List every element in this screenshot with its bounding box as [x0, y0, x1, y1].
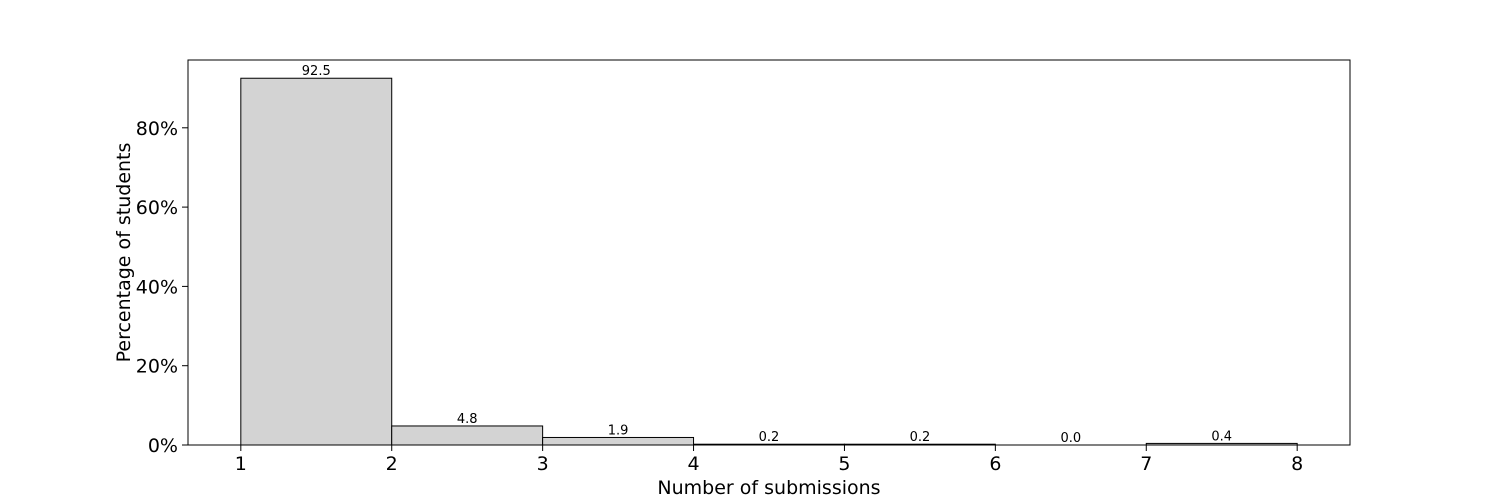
x-tick-label: 5: [838, 453, 850, 475]
bar-value-label-1: 92.5: [302, 64, 331, 79]
x-tick-label: 3: [537, 453, 549, 475]
x-tick-label: 4: [687, 453, 699, 475]
bar-value-label-5: 0.2: [910, 430, 931, 445]
y-tick-label: 20%: [136, 356, 178, 378]
data-labels-group: 92.5 4.8 1.9 0.2 0.2 0.0 0.4: [302, 64, 1232, 446]
x-axis-title: Number of submissions: [657, 477, 880, 499]
bars-group: [240, 77, 1298, 446]
x-axis: 1 2 3 4 5 6 7 8: [235, 445, 1303, 475]
bar-value-label-6: 0.0: [1060, 431, 1081, 446]
y-axis-title: Percentage of students: [113, 143, 135, 363]
bar-3: [542, 436, 695, 446]
y-tick-label: 40%: [136, 276, 178, 298]
y-tick-label: 0%: [148, 435, 178, 457]
y-axis: 0% 20% 40% 60% 80%: [136, 118, 188, 457]
bar-value-label-3: 1.9: [608, 423, 629, 438]
bar-value-label-2: 4.8: [457, 412, 478, 427]
x-tick-label: 8: [1291, 453, 1303, 475]
bar-value-label-7: 0.4: [1211, 429, 1232, 444]
x-tick-label: 2: [386, 453, 398, 475]
bar-2: [391, 425, 544, 446]
bar-1: [240, 77, 393, 446]
plot-frame: [187, 59, 1351, 446]
x-tick-label: 1: [235, 453, 247, 475]
y-tick-label: 60%: [136, 197, 178, 219]
x-tick-label: 6: [989, 453, 1001, 475]
bar-value-label-4: 0.2: [759, 430, 780, 445]
x-tick-label: 7: [1140, 453, 1152, 475]
y-tick-label: 80%: [136, 118, 178, 140]
